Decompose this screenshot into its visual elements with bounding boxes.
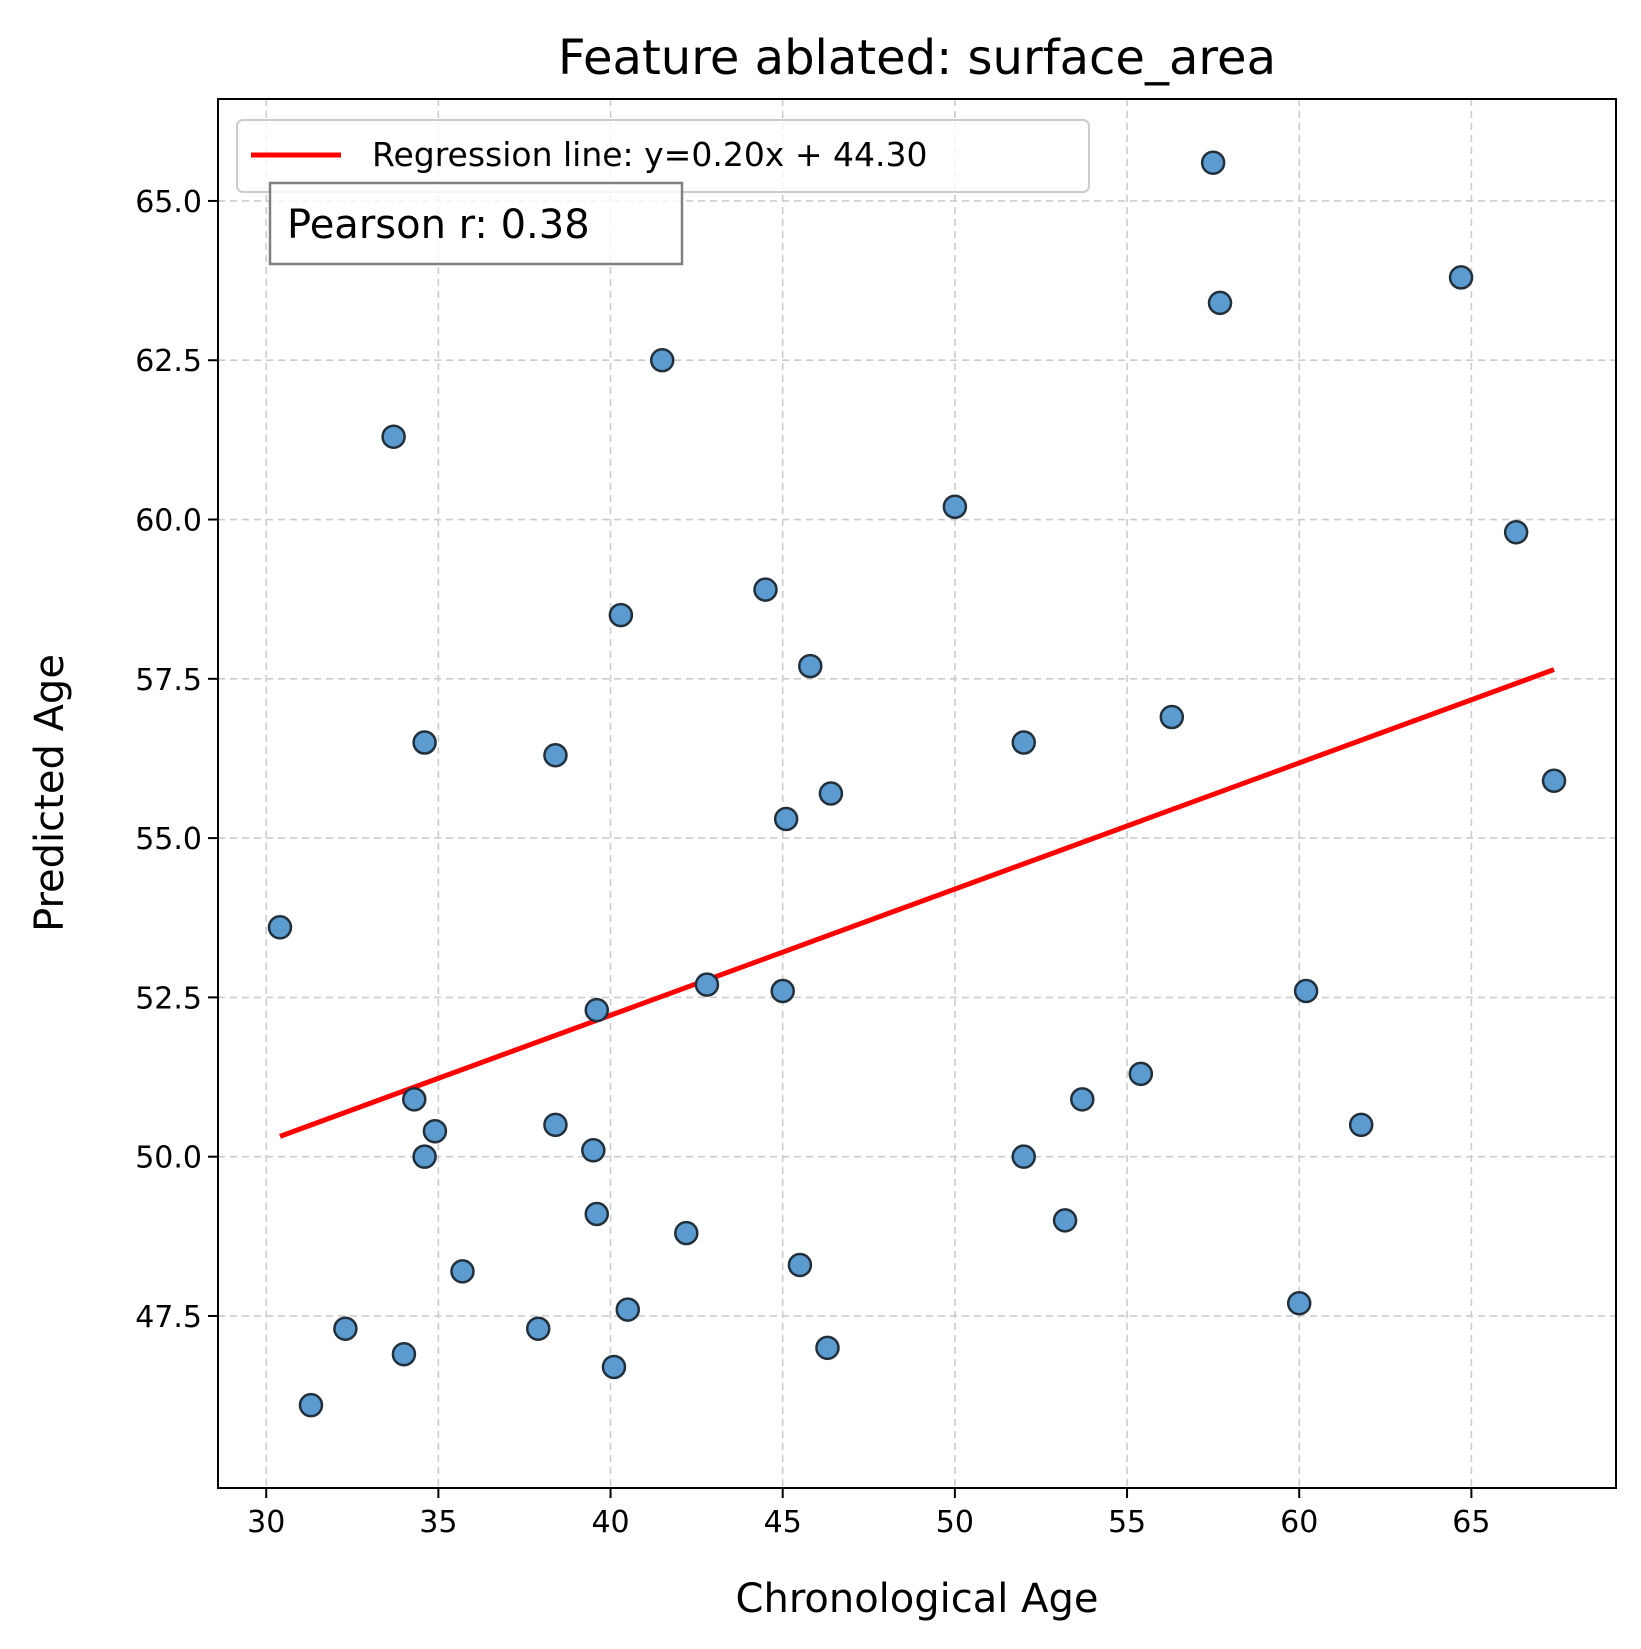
scatter-point xyxy=(1448,265,1474,290)
y-axis-label: Predicted Age xyxy=(27,654,73,932)
scatter-point xyxy=(770,978,795,1004)
x-tick-label: 35 xyxy=(419,1505,457,1540)
scatter-point xyxy=(1159,704,1185,730)
legend: Regression line: y=0.20x + 44.30 xyxy=(236,119,1090,193)
scatter-point xyxy=(608,602,634,628)
scatter-point xyxy=(1541,768,1567,794)
scatter-point xyxy=(525,1316,551,1341)
y-tick-label: 62.5 xyxy=(135,344,202,379)
scatter-point xyxy=(450,1259,475,1284)
scatter-point xyxy=(581,1138,606,1163)
scatter-point xyxy=(1070,1087,1095,1112)
x-axis-label: Chronological Age xyxy=(736,1576,1099,1622)
regression-line xyxy=(279,667,1555,1139)
scatter-point xyxy=(584,997,610,1023)
y-tick-label: 52.5 xyxy=(135,981,202,1016)
scatter-point xyxy=(1200,150,1226,175)
scatter-point xyxy=(391,1341,417,1367)
scatter-point xyxy=(1293,978,1319,1004)
pearson-annotation: Pearson r: 0.38 xyxy=(268,181,684,266)
x-tick-label: 45 xyxy=(764,1505,802,1540)
chart-title: Feature ablated: surface_area xyxy=(558,30,1276,86)
x-tick-label: 55 xyxy=(1108,1505,1146,1540)
scatter-point xyxy=(543,743,568,768)
x-tick-label: 40 xyxy=(591,1505,629,1540)
scatter-point xyxy=(402,1087,427,1112)
annotation-box xyxy=(268,181,684,266)
scatter-point xyxy=(267,915,293,940)
scatter-point xyxy=(543,1112,568,1138)
scatter-point xyxy=(1286,1290,1312,1316)
scatter-point xyxy=(1503,520,1529,545)
plot-frame xyxy=(217,98,1617,1489)
scatter-point xyxy=(381,424,406,449)
scatter-point xyxy=(1011,730,1036,755)
scatter-point xyxy=(601,1354,627,1380)
scatter-point xyxy=(787,1252,813,1278)
scatter-point xyxy=(649,347,675,373)
scatter-point xyxy=(412,730,437,755)
y-tick-label: 60.0 xyxy=(135,504,202,539)
scatter-point xyxy=(815,1335,840,1361)
scatter-point xyxy=(942,494,968,520)
scatter-point xyxy=(1348,1112,1374,1138)
y-tick-label: 57.5 xyxy=(135,663,202,698)
scatter-point xyxy=(694,972,720,997)
scatter-point xyxy=(1011,1144,1036,1169)
y-axis-ticks: 47.5 50.0 52.5 55.0 57.5 60.0 62.5 65.0 xyxy=(135,185,218,1335)
scatter-point xyxy=(333,1316,358,1341)
x-tick-label: 65 xyxy=(1452,1505,1490,1540)
scatter-point xyxy=(422,1118,448,1144)
scatter-point xyxy=(1052,1208,1078,1233)
scatter-point xyxy=(584,1201,610,1227)
scatter-point xyxy=(773,806,799,832)
x-tick-label: 60 xyxy=(1280,1505,1318,1540)
y-tick-label: 65.0 xyxy=(135,185,202,220)
x-tick-label: 30 xyxy=(247,1505,285,1540)
scatter-point xyxy=(798,653,823,679)
pearson-r-label: Pearson r: 0.38 xyxy=(287,202,590,248)
y-tick-label: 55.0 xyxy=(135,822,202,857)
scatter-points xyxy=(267,150,1567,1418)
y-tick-label: 47.5 xyxy=(135,1300,202,1335)
legend-label-regression: Regression line: y=0.20x + 44.30 xyxy=(372,135,927,174)
scatter-point xyxy=(753,577,778,602)
scatter-point xyxy=(1207,290,1233,316)
x-axis-ticks: 30 35 40 45 50 55 60 65 xyxy=(247,1488,1490,1540)
scatter-point xyxy=(818,781,844,806)
scatter-point xyxy=(615,1297,641,1322)
x-tick-label: 50 xyxy=(936,1505,974,1540)
scatter-point xyxy=(412,1144,437,1169)
scatter-point xyxy=(298,1392,324,1418)
scatter-point xyxy=(1128,1061,1154,1087)
y-tick-label: 50.0 xyxy=(135,1141,202,1176)
scatter-point xyxy=(674,1220,699,1246)
